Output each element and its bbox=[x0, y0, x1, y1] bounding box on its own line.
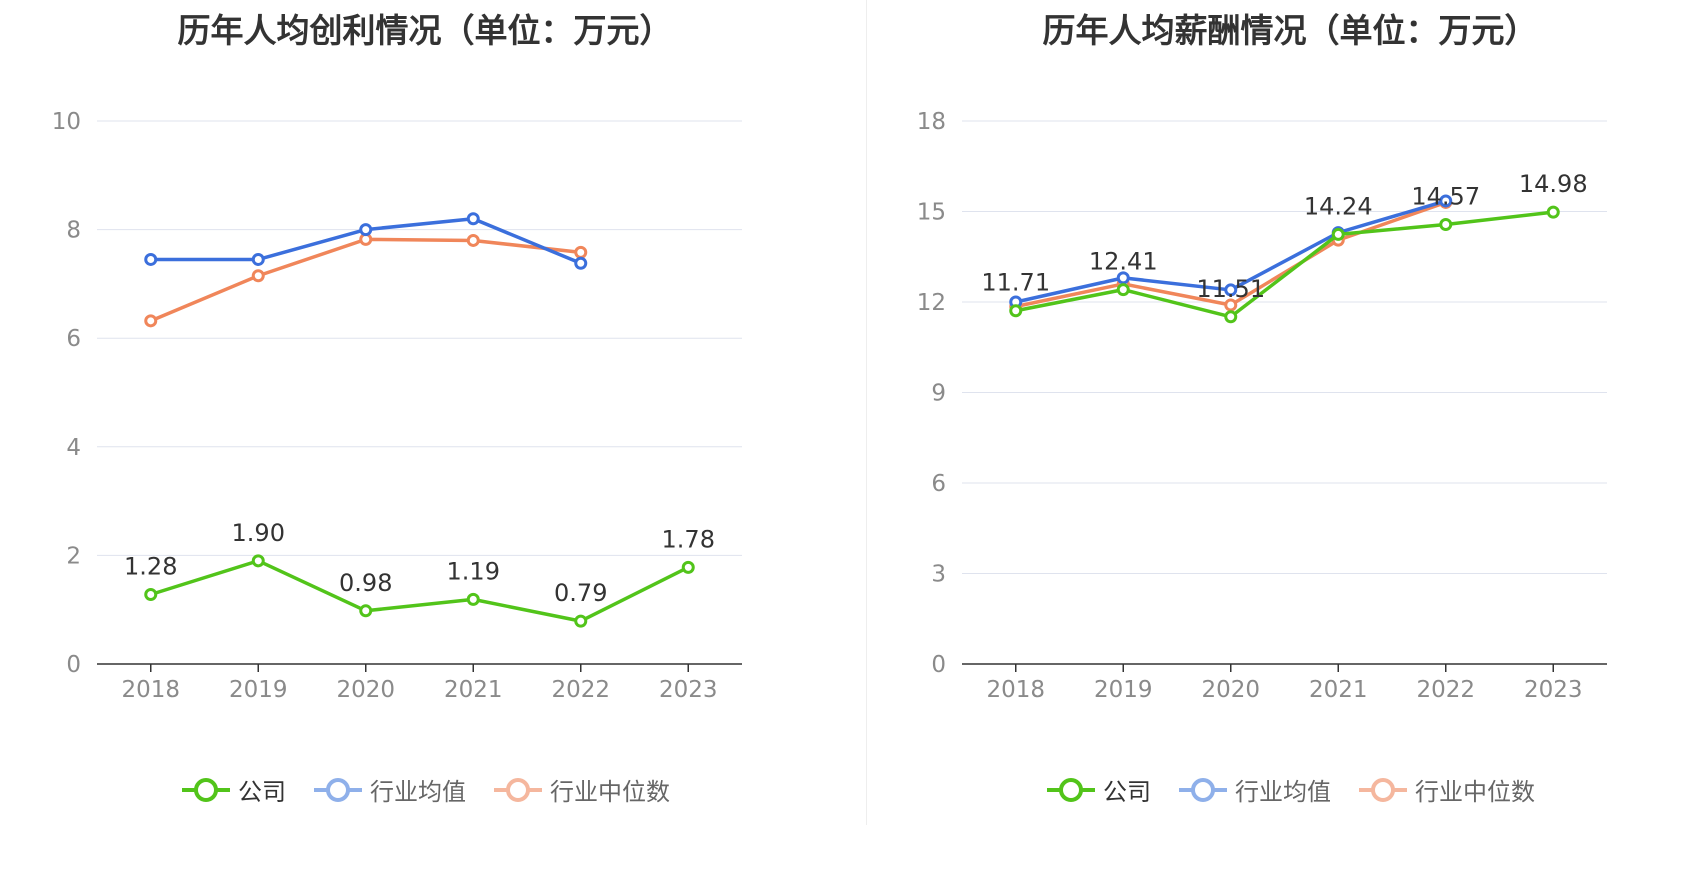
plot-area: 0 2 4 6 8 10 2018 2019 2020 2021 2022 2023 1.28 1.90 0… bbox=[52, 109, 742, 703]
x-tick-label: 2019 bbox=[229, 677, 288, 703]
legend-label: 公司 bbox=[1103, 778, 1151, 806]
x-tick-label: 2023 bbox=[1524, 677, 1583, 703]
legend-industry-avg-icon bbox=[314, 777, 362, 802]
data-point[interactable] bbox=[466, 592, 480, 606]
y-tick-label: 8 bbox=[66, 218, 81, 244]
plot-area: 0 3 6 9 12 15 18 2018 2019 2020 2021 2022 2023 11.71 1… bbox=[917, 109, 1607, 703]
legend-item-industry-median[interactable]: 行业中位数 bbox=[1357, 772, 1535, 807]
data-point[interactable] bbox=[359, 604, 373, 618]
data-point[interactable] bbox=[466, 212, 480, 226]
legend-industry-avg-icon bbox=[1179, 777, 1227, 802]
legend-company-icon bbox=[182, 777, 230, 802]
salary-per-capita-chart: 历年人均薪酬情况（单位：万元） 0 3 6 9 12 15 18 2018 2019 2020 20… bbox=[865, 0, 1700, 874]
y-tick-label: 15 bbox=[917, 200, 946, 226]
legend-item-company[interactable]: 公司 bbox=[1045, 772, 1151, 807]
profit-per-capita-chart: 历年人均创利情况（单位：万元） 0 2 4 6 8 10 2018 2019 2020 2021 2… bbox=[0, 11, 850, 807]
legend-industry-median-icon bbox=[1359, 777, 1407, 802]
data-point[interactable] bbox=[1439, 217, 1453, 231]
data-point[interactable] bbox=[1546, 205, 1560, 219]
data-point[interactable] bbox=[1224, 283, 1238, 297]
legend-item-industry-avg[interactable]: 行业均值 bbox=[312, 772, 466, 807]
series-line bbox=[150, 559, 690, 623]
y-tick-label: 9 bbox=[931, 381, 946, 407]
series-line bbox=[1015, 210, 1554, 319]
data-point[interactable] bbox=[251, 252, 265, 266]
x-tick-label: 2020 bbox=[1201, 677, 1260, 703]
series-line bbox=[150, 237, 581, 323]
legend-label: 行业均值 bbox=[370, 778, 466, 806]
x-tick-label: 2023 bbox=[659, 677, 718, 703]
y-tick-label: 0 bbox=[931, 652, 946, 678]
x-tick-label: 2020 bbox=[336, 677, 395, 703]
x-tick-label: 2022 bbox=[1416, 677, 1475, 703]
data-point[interactable] bbox=[574, 256, 588, 270]
x-tick-label: 2018 bbox=[121, 677, 180, 703]
data-point[interactable] bbox=[574, 245, 588, 259]
data-point[interactable] bbox=[681, 560, 695, 574]
legend-industry-median-icon bbox=[494, 777, 542, 802]
y-tick-label: 12 bbox=[917, 290, 946, 316]
data-label: 14.24 bbox=[1304, 192, 1373, 220]
y-tick-label: 6 bbox=[66, 326, 81, 352]
y-tick-label: 0 bbox=[66, 652, 81, 678]
data-point[interactable] bbox=[574, 614, 588, 628]
data-label: 12.41 bbox=[1089, 248, 1158, 276]
data-point[interactable] bbox=[144, 314, 158, 328]
data-point[interactable] bbox=[144, 587, 158, 601]
data-label: 11.71 bbox=[981, 269, 1050, 297]
data-point[interactable] bbox=[1439, 194, 1453, 208]
x-tick-label: 2022 bbox=[551, 677, 610, 703]
data-point[interactable] bbox=[251, 269, 265, 283]
data-point[interactable] bbox=[251, 554, 265, 568]
legend-label: 公司 bbox=[238, 778, 286, 806]
x-tick-label: 2018 bbox=[986, 677, 1045, 703]
data-point[interactable] bbox=[1116, 283, 1130, 297]
data-point[interactable] bbox=[1224, 310, 1238, 324]
data-point[interactable] bbox=[144, 252, 158, 266]
legend-item-industry-median[interactable]: 行业中位数 bbox=[492, 772, 670, 807]
y-tick-label: 6 bbox=[931, 471, 946, 497]
data-label: 11.51 bbox=[1196, 275, 1265, 303]
data-point[interactable] bbox=[1116, 271, 1130, 285]
data-point[interactable] bbox=[1224, 298, 1238, 312]
data-point[interactable] bbox=[1331, 227, 1345, 241]
legend-company-icon bbox=[1047, 777, 1095, 802]
legend-label: 行业均值 bbox=[1235, 778, 1331, 806]
y-tick-label: 18 bbox=[917, 109, 946, 135]
legend-item-industry-avg[interactable]: 行业均值 bbox=[1177, 772, 1331, 807]
legend-label: 行业中位数 bbox=[1415, 778, 1535, 806]
x-tick-label: 2021 bbox=[444, 677, 503, 703]
data-label: 1.90 bbox=[232, 519, 285, 547]
y-tick-label: 4 bbox=[66, 435, 81, 461]
data-point[interactable] bbox=[359, 223, 373, 237]
x-tick-label: 2021 bbox=[1309, 677, 1368, 703]
panel-divider bbox=[866, 0, 867, 825]
chart-title: 历年人均薪酬情况（单位：万元） bbox=[1042, 11, 1538, 50]
data-label: 1.28 bbox=[124, 552, 177, 580]
y-tick-label: 3 bbox=[931, 562, 946, 588]
data-label: 0.79 bbox=[554, 579, 607, 607]
y-tick-label: 10 bbox=[52, 109, 81, 135]
y-tick-label: 2 bbox=[66, 543, 81, 569]
chart-title: 历年人均创利情况（单位：万元） bbox=[177, 11, 673, 50]
data-label: 1.78 bbox=[662, 525, 715, 553]
x-tick-label: 2019 bbox=[1094, 677, 1153, 703]
data-label: 0.98 bbox=[339, 569, 392, 597]
legend-label: 行业中位数 bbox=[550, 778, 670, 806]
data-point[interactable] bbox=[1009, 304, 1023, 318]
legend-item-company[interactable]: 公司 bbox=[180, 772, 286, 807]
data-label: 14.57 bbox=[1411, 182, 1480, 210]
legend: 公司 行业均值 行业中位数 bbox=[865, 772, 1700, 807]
data-label: 1.19 bbox=[447, 557, 500, 585]
data-label: 14.98 bbox=[1519, 170, 1588, 198]
data-point[interactable] bbox=[466, 233, 480, 247]
legend: 公司 行业均值 行业中位数 bbox=[0, 772, 850, 807]
